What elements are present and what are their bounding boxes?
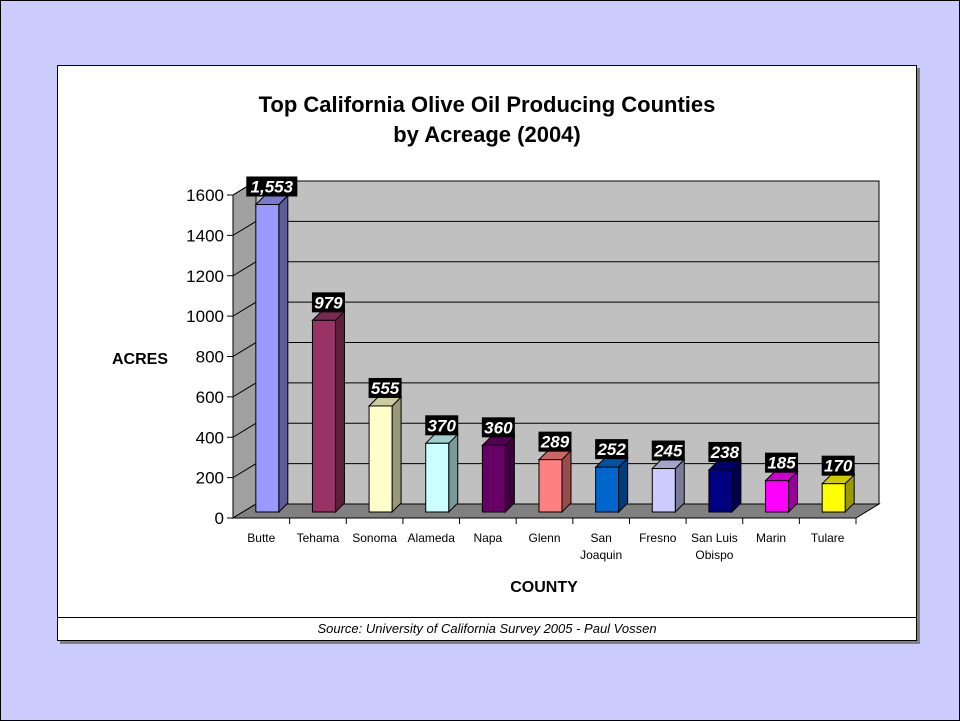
y-tick-label: 1000 [186,307,224,326]
bar-side [448,433,459,514]
data-label-box [765,452,799,473]
bar [765,480,790,513]
chart-title-line-1: Top California Olive Oil Producing Count… [258,92,716,117]
bar [425,442,450,513]
y-tick-label: 400 [196,428,224,447]
bar [311,319,336,513]
x-tick-label: Alameda [408,531,456,545]
data-label-box [368,377,402,398]
bar-side [561,449,572,514]
y-tick-label: 1600 [186,186,224,205]
data-label-box [651,440,685,461]
bar-side [391,395,402,514]
bar-chart: 0 200 400 600 800 1000 1200 1400 1600 ACRES 1,553 B… [112,176,881,596]
data-label: 238 [710,443,740,462]
data-label: 979 [314,293,343,312]
y-tick-label: 600 [196,388,224,407]
bar-side [504,435,515,514]
data-label-box [246,176,298,197]
data-label-box [538,431,572,452]
x-tick-label: Butte [247,531,275,545]
bar [481,444,506,513]
y-axis-title: ACRES [112,351,168,368]
x-tick-label: Napa [474,531,503,545]
x-tick-label: San Luis [691,531,738,545]
source-note: Source: University of California Survey … [58,617,916,640]
y-tick-label: 1400 [186,226,224,245]
x-axis-title: COUNTY [510,579,578,596]
data-label: 170 [824,457,853,476]
bar [595,466,620,513]
x-tick-label: Obispo [695,548,733,562]
chart-title-line-2: by Acreage (2004) [393,122,581,147]
x-tick-label: Glenn [528,531,560,545]
data-label: 252 [596,440,626,459]
bar-side [334,310,345,514]
bar [255,203,280,513]
x-tick-label: Tulare [811,531,845,545]
chart-panel: Top California Olive Oil Producing Count… [57,65,917,641]
data-label: 245 [653,442,683,461]
bar-side [278,194,289,514]
chart-title: Top California Olive Oil Producing Count… [58,90,916,150]
y-tick-label: 0 [215,509,224,528]
x-tick-label: Tehama [297,531,340,545]
bar [651,468,676,513]
data-label: 289 [540,433,570,452]
bar [821,483,846,513]
data-label-box [821,455,855,476]
data-label: 555 [371,379,400,398]
data-label-box [311,292,345,313]
data-label-box [425,415,459,436]
x-tick-label: Joaquin [580,548,622,562]
data-label-box [595,439,629,460]
y-tick-label: 800 [196,348,224,367]
data-label: 360 [484,418,513,437]
data-label: 370 [428,416,457,435]
x-tick-label: Fresno [639,531,677,545]
x-tick-label: Sonoma [352,531,397,545]
bar [538,459,563,513]
bar [368,405,393,513]
data-label-box [481,417,515,438]
bar [708,469,733,513]
x-tick-label: San [590,531,611,545]
y-tick-label: 1200 [186,267,224,286]
y-tick-label: 200 [196,469,224,488]
x-tick-label: Marin [756,531,786,545]
data-label-box [708,441,742,462]
data-label: 185 [767,454,796,473]
data-label: 1,553 [251,177,294,196]
